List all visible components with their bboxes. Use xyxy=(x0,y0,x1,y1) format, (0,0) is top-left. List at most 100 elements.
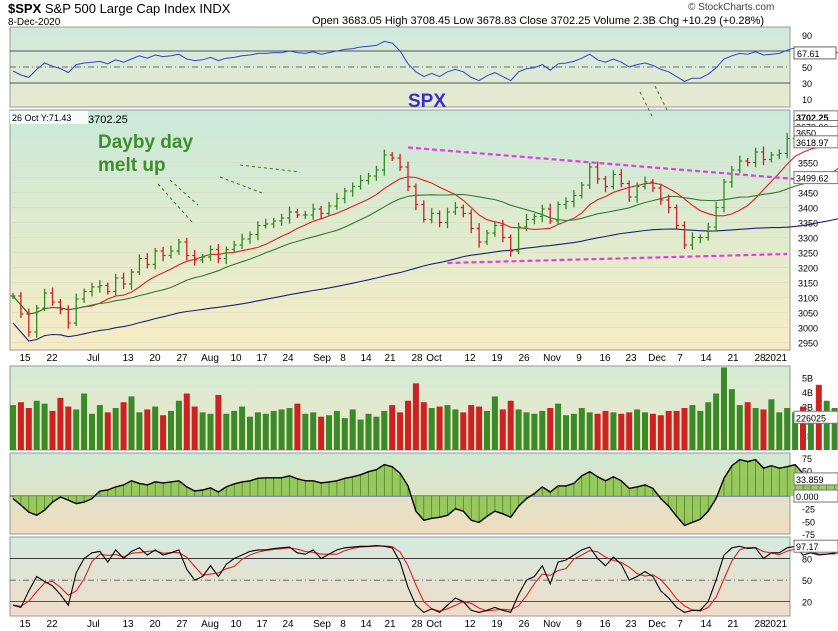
rsi-axis-tick: 50 xyxy=(802,63,812,73)
price-value-tag: 3702.25 xyxy=(796,113,829,123)
price-axis-tick: 3150 xyxy=(798,279,818,289)
macd-value-tag: 33.859 xyxy=(796,475,824,485)
volume-axis-tick: 1B xyxy=(802,432,813,442)
macd-axis-tick: -25 xyxy=(802,505,815,515)
volume-bar xyxy=(563,415,569,450)
volume-bar xyxy=(752,408,759,450)
volume-bar xyxy=(768,399,775,450)
volume-bar xyxy=(262,413,269,450)
bottom-x-tick: Nov xyxy=(543,619,561,630)
spx-annotation: SPX xyxy=(408,91,446,112)
volume-bar xyxy=(215,394,222,450)
volume-bar xyxy=(73,409,80,450)
volume-bar xyxy=(104,412,111,450)
volume-bar xyxy=(491,396,498,450)
volume-bar xyxy=(333,410,340,450)
volume-bar xyxy=(570,413,577,450)
bottom-x-tick: Oct xyxy=(426,619,442,630)
volume-bar xyxy=(25,408,32,450)
price-readout-bg xyxy=(10,111,88,124)
price-x-tick: Dec xyxy=(648,353,666,364)
price-axis-tick: 3000 xyxy=(798,324,818,334)
volume-value: 2.3B xyxy=(633,15,656,27)
price-axis-tick: 3550 xyxy=(798,159,818,169)
open-value: 3683.05 xyxy=(341,15,382,27)
volume-bar xyxy=(657,415,664,450)
volume-bar xyxy=(705,402,712,450)
volume-bar xyxy=(594,413,601,450)
volume-bar xyxy=(65,406,72,450)
volume-bar xyxy=(618,413,625,450)
volume-bar xyxy=(286,408,293,450)
price-x-tick: 9 xyxy=(576,353,582,364)
melt-up-annotation-line1: Dayby day xyxy=(98,132,193,153)
volume-bar xyxy=(484,410,490,450)
bottom-x-tick: 21 xyxy=(384,619,396,630)
volume-bar xyxy=(349,409,356,450)
volume-bar xyxy=(168,410,174,450)
ohlc-summary: Open 3683.05 High 3708.45 Low 3678.83 Cl… xyxy=(312,15,764,27)
stochastic-axis-tick: 80 xyxy=(802,555,812,565)
melt-up-annotation-line2: melt up xyxy=(98,155,166,176)
volume-bar xyxy=(302,413,309,450)
volume-bar xyxy=(507,400,514,450)
stochastic-value-tag-bg xyxy=(793,539,838,553)
volume-bar xyxy=(175,400,182,450)
volume-bar xyxy=(626,412,633,450)
volume-bar xyxy=(436,406,443,450)
volume-axis-tick: 4B xyxy=(802,388,813,398)
volume-bar xyxy=(539,410,546,450)
price-x-tick: 13 xyxy=(122,353,134,364)
bottom-x-tick: 15 xyxy=(19,619,31,630)
close-label: Close xyxy=(519,15,548,27)
price-axis-tick: 3050 xyxy=(798,309,818,319)
volume-bar xyxy=(744,402,751,450)
header-exchange: INDX xyxy=(199,1,231,16)
price-value-tag-bg xyxy=(793,135,838,149)
annotation-stroke xyxy=(169,179,199,206)
volume-bar xyxy=(57,397,64,450)
bottom-x-tick: Sep xyxy=(313,619,331,630)
volume-bar xyxy=(642,412,648,450)
macd-axis-tick: 50 xyxy=(802,467,812,477)
volume-bar xyxy=(649,413,656,450)
price-x-tick: 26 xyxy=(518,353,530,364)
volume-label: Volume xyxy=(593,15,631,27)
price-x-tick: 12 xyxy=(464,353,476,364)
open-label: Open xyxy=(312,15,339,27)
volume-bar xyxy=(199,412,206,450)
rsi-line xyxy=(12,40,838,82)
low-value: 3678.83 xyxy=(476,15,517,27)
bottom-x-tick: Dec xyxy=(648,619,666,630)
price-axis-tick: 3350 xyxy=(798,219,818,229)
volume-bar xyxy=(428,408,435,450)
price-x-tick: 17 xyxy=(256,353,268,364)
volume-bar xyxy=(33,400,40,450)
volume-bar xyxy=(81,393,88,450)
volume-value-tag-bg xyxy=(793,410,838,424)
bottom-x-tick: 12 xyxy=(464,619,476,630)
volume-bar xyxy=(397,412,404,450)
volume-bar xyxy=(681,408,688,450)
header-symbol-line: $SPX S&P 500 Large Cap Index INDX xyxy=(8,1,230,16)
volume-bar xyxy=(405,400,411,450)
macd-axis-tick: -50 xyxy=(802,517,815,527)
high-label: High xyxy=(384,15,408,27)
price-x-tick: 21 xyxy=(384,353,396,364)
volume-bar xyxy=(807,413,814,450)
volume-bar xyxy=(247,416,253,450)
volume-bar xyxy=(792,412,799,450)
volume-bar xyxy=(728,389,735,450)
volume-bar xyxy=(239,406,246,450)
price-axis-tick: 3200 xyxy=(798,264,818,274)
stochastic-k-line xyxy=(12,545,838,614)
volume-bar xyxy=(120,402,127,450)
volume-bar xyxy=(341,418,348,450)
volume-bar xyxy=(318,416,325,450)
price-x-tick: 10 xyxy=(230,353,242,364)
volume-bar xyxy=(49,410,56,450)
volume-bar xyxy=(310,412,317,450)
price-x-tick: 24 xyxy=(282,353,294,364)
annotation-stroke xyxy=(219,176,263,194)
